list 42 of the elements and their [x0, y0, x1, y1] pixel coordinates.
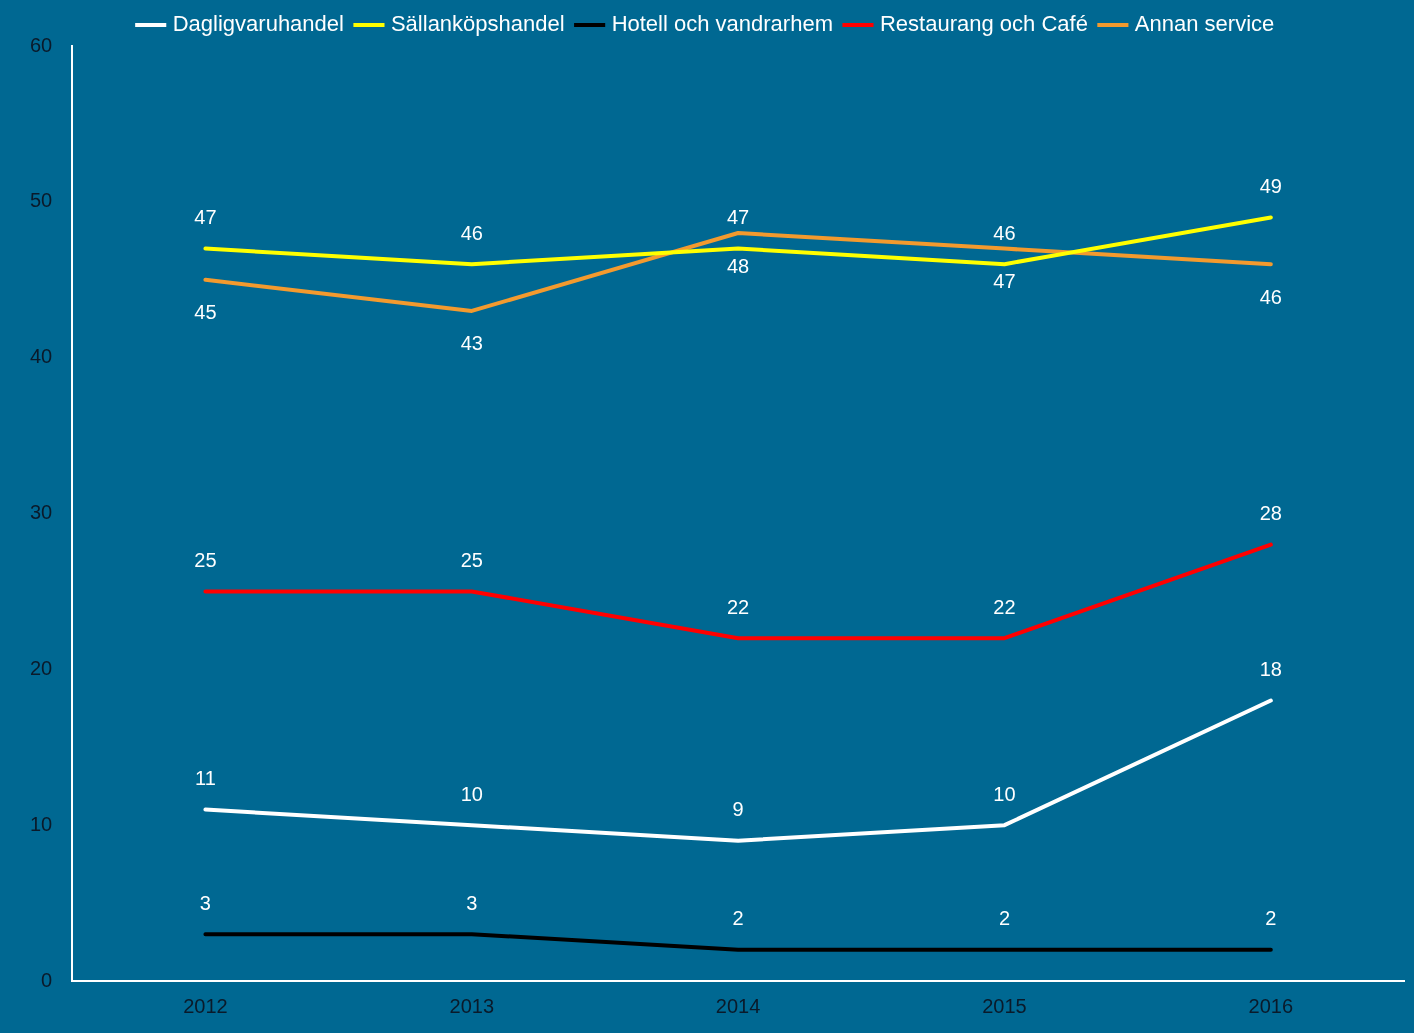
data-label: 45 [194, 301, 217, 324]
data-label: 18 [1259, 658, 1282, 681]
x-tick-label: 2016 [1248, 994, 1294, 1017]
data-label: 22 [993, 595, 1016, 618]
data-label: 46 [993, 221, 1016, 244]
legend-label: Hotell och vandrarhem [611, 11, 833, 37]
data-label: 10 [993, 782, 1016, 805]
data-label: 22 [727, 595, 750, 618]
y-tick-label: 40 [30, 345, 53, 368]
y-tick-label: 50 [30, 189, 53, 212]
legend-label: Sällanköpshandel [390, 11, 565, 37]
data-label: 2 [732, 907, 744, 930]
data-label: 46 [1259, 285, 1282, 308]
data-label: 3 [466, 891, 478, 914]
data-label: 49 [1259, 174, 1282, 197]
legend-label: Dagligvaruhandel [172, 11, 344, 37]
data-label: 9 [732, 798, 744, 821]
y-tick-label: 20 [30, 656, 53, 679]
data-label: 47 [194, 206, 217, 229]
data-label: 43 [460, 332, 483, 355]
data-label: 48 [727, 254, 750, 277]
data-label: 3 [199, 891, 211, 914]
data-label: 47 [727, 206, 750, 229]
data-label: 10 [460, 782, 483, 805]
data-label: 25 [194, 548, 217, 571]
y-tick-label: 0 [41, 968, 53, 991]
y-tick-label: 60 [30, 33, 53, 56]
data-label: 25 [460, 548, 483, 571]
y-tick-label: 10 [30, 812, 53, 835]
x-tick-label: 2012 [183, 994, 228, 1017]
x-tick-label: 2015 [982, 994, 1027, 1017]
x-tick-label: 2013 [449, 994, 495, 1017]
data-label: 2 [998, 907, 1011, 930]
data-label: 47 [993, 270, 1016, 293]
legend-label: Restaurang och Café [879, 11, 1088, 37]
data-label: 28 [1259, 502, 1282, 525]
data-label: 11 [195, 767, 216, 790]
data-label: 46 [460, 221, 483, 244]
y-tick-label: 30 [30, 501, 53, 524]
legend-label: Annan service [1134, 11, 1275, 37]
x-tick-label: 2014 [715, 994, 761, 1017]
data-label: 2 [1265, 907, 1277, 930]
